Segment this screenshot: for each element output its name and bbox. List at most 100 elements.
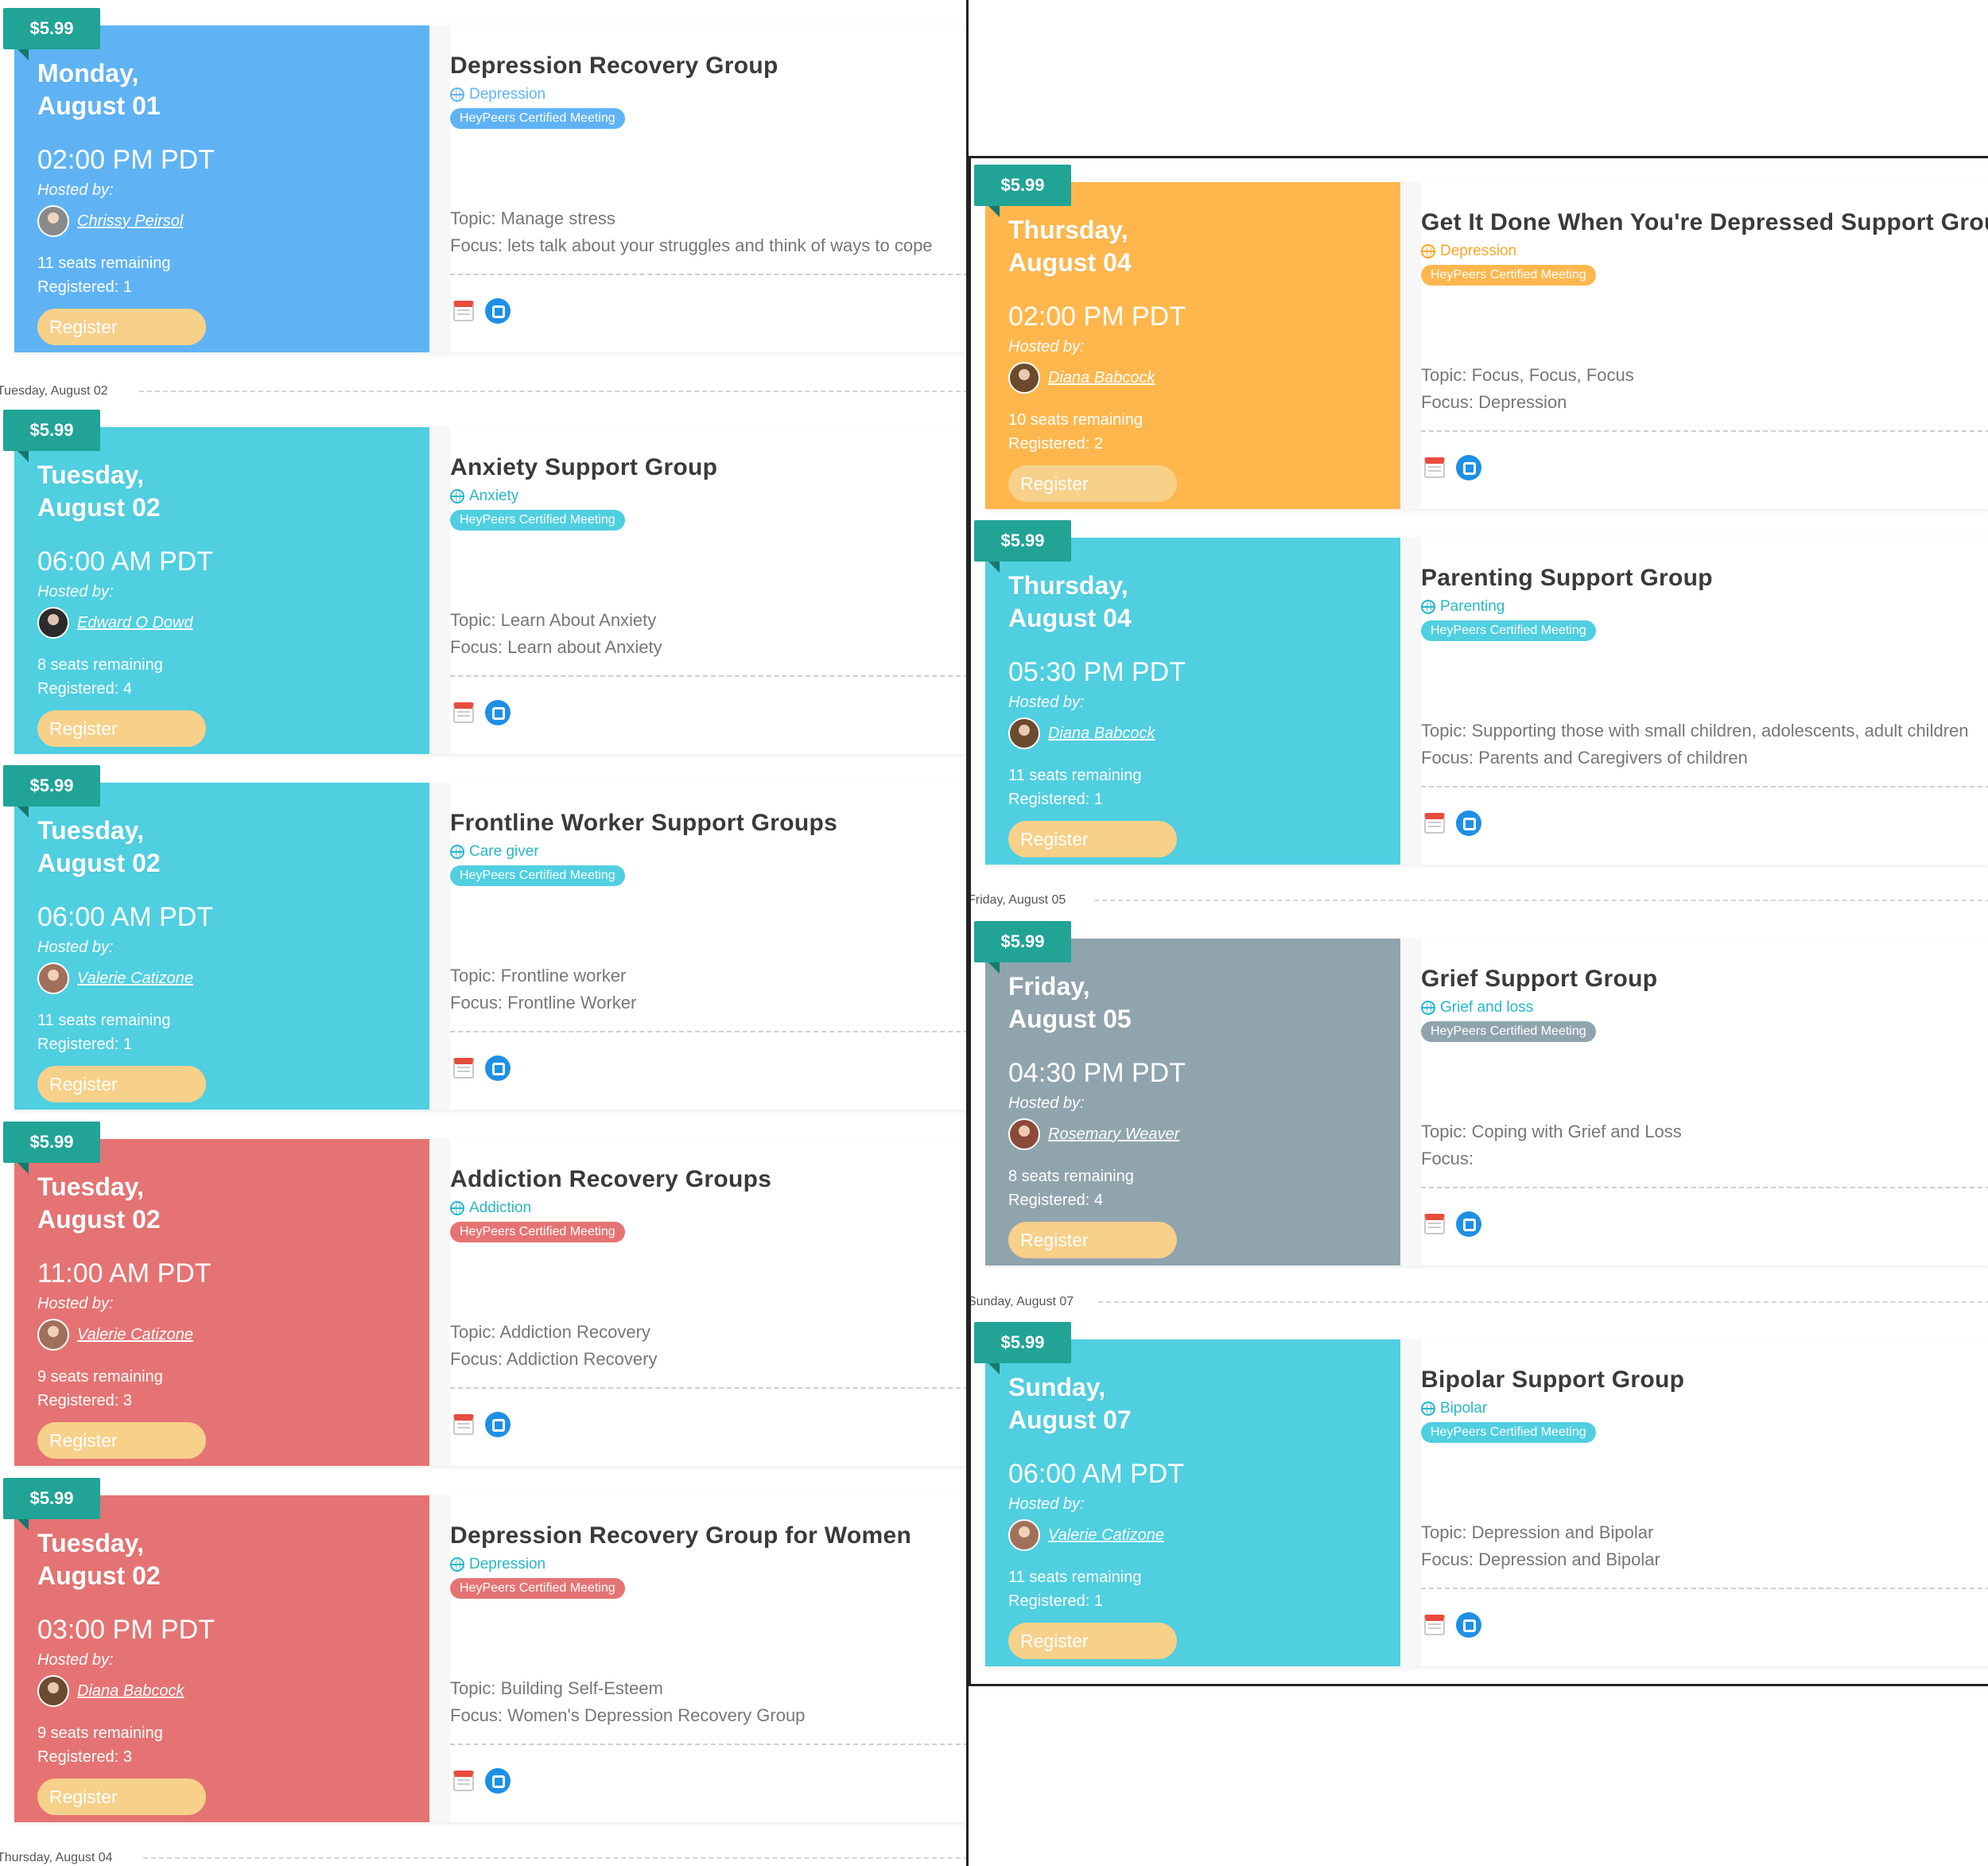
calendar-icon[interactable] xyxy=(1424,1615,1445,1635)
event-focus: Focus: Frontline Worker xyxy=(450,993,637,1013)
share-icon[interactable] xyxy=(1456,1211,1481,1237)
host-name-link[interactable]: Diana Babcock xyxy=(1048,724,1155,742)
registered-count: Registered: 1 xyxy=(37,1036,132,1053)
price-tag: $5.99 xyxy=(3,1122,100,1163)
globe-icon xyxy=(450,489,464,503)
register-button[interactable]: Register xyxy=(37,1779,206,1815)
registered-count: Registered: 3 xyxy=(37,1392,132,1409)
seats-remaining: 10 seats remaining xyxy=(1008,411,1143,429)
event-date-panel: Thursday, August 04 05:30 PM PDT Hosted b… xyxy=(985,538,1400,865)
hosted-by-label: Hosted by: xyxy=(1008,694,1085,711)
calendar-icon[interactable] xyxy=(453,301,474,321)
event-details: Bipolar Support Group Bipolar HeyPeers C… xyxy=(1421,1339,1988,1666)
seats-remaining: 8 seats remaining xyxy=(37,656,163,674)
calendar-icon[interactable] xyxy=(453,1058,474,1079)
event-focus: Focus: Parents and Caregivers of childre… xyxy=(1421,748,1748,768)
date-separator: Thursday, August 04 xyxy=(0,1844,966,1866)
share-icon[interactable] xyxy=(1456,1612,1481,1638)
event-date-panel: Tuesday, August 02 06:00 AM PDT Hosted by… xyxy=(14,427,429,754)
share-icon[interactable] xyxy=(485,1768,511,1794)
event-details: Get It Done When You're Depressed Suppor… xyxy=(1421,182,1988,509)
event-category: Bipolar xyxy=(1421,1400,1487,1417)
calendar-icon[interactable] xyxy=(453,1771,474,1791)
host-name-link[interactable]: Chrissy Peirsol xyxy=(77,212,184,230)
certified-badge: HeyPeers Certified Meeting xyxy=(450,1222,625,1242)
host-avatar xyxy=(1008,717,1040,749)
host-avatar xyxy=(1008,1118,1040,1150)
share-icon[interactable] xyxy=(485,1055,511,1081)
hosted-by-label: Hosted by: xyxy=(1008,338,1085,356)
host-name-link[interactable]: Diana Babcock xyxy=(1048,368,1155,387)
host-name-link[interactable]: Valerie Catizone xyxy=(77,969,194,987)
event-card: Tuesday, August 02 06:00 AM PDT Hosted by… xyxy=(0,410,966,754)
host-row: Valerie Catizone xyxy=(37,962,193,994)
event-title[interactable]: Addiction Recovery Groups xyxy=(450,1166,772,1192)
host-name-link[interactable]: Rosemary Weaver xyxy=(1048,1125,1180,1143)
event-title[interactable]: Depression Recovery Group for Women xyxy=(450,1522,912,1549)
event-details: Depression Recovery Group for Women Depr… xyxy=(450,1495,966,1822)
host-name-link[interactable]: Valerie Catizone xyxy=(1048,1526,1165,1544)
event-day: Sunday, August 07 xyxy=(1008,1373,1132,1434)
certified-badge: HeyPeers Certified Meeting xyxy=(1421,265,1596,286)
event-category: Grief and loss xyxy=(1421,999,1533,1017)
event-title[interactable]: Get It Done When You're Depressed Suppor… xyxy=(1421,209,1988,235)
seats-remaining: 11 seats remaining xyxy=(1008,767,1142,784)
registered-count: Registered: 4 xyxy=(37,680,132,698)
share-icon[interactable] xyxy=(1456,811,1481,836)
certified-badge: HeyPeers Certified Meeting xyxy=(450,510,625,531)
register-button[interactable]: Register xyxy=(1008,821,1177,857)
event-title[interactable]: Anxiety Support Group xyxy=(450,454,718,480)
register-button[interactable]: Register xyxy=(37,710,206,747)
share-icon[interactable] xyxy=(485,1412,511,1437)
event-title[interactable]: Bipolar Support Group xyxy=(1421,1366,1685,1393)
event-category: Parenting xyxy=(1421,598,1505,616)
register-button[interactable]: Register xyxy=(1008,1222,1177,1258)
register-button[interactable]: Register xyxy=(37,309,206,345)
register-button[interactable]: Register xyxy=(1008,1623,1177,1659)
calendar-icon[interactable] xyxy=(1424,457,1445,478)
host-name-link[interactable]: Valerie Catizone xyxy=(77,1325,194,1343)
host-name-link[interactable]: Edward O Dowd xyxy=(77,613,193,632)
register-button[interactable]: Register xyxy=(37,1066,206,1102)
event-time: 06:00 AM PDT xyxy=(1008,1459,1185,1489)
seats-remaining: 11 seats remaining xyxy=(1008,1569,1142,1586)
event-category: Anxiety xyxy=(450,488,518,505)
calendar-icon[interactable] xyxy=(453,1414,474,1435)
host-name-link[interactable]: Diana Babcock xyxy=(77,1681,184,1700)
event-title[interactable]: Depression Recovery Group xyxy=(450,52,779,79)
share-icon[interactable] xyxy=(1456,455,1481,480)
host-avatar xyxy=(37,962,69,994)
hosted-by-label: Hosted by: xyxy=(37,181,114,199)
event-card: Thursday, August 04 02:00 PM PDT Hosted b… xyxy=(971,165,1988,509)
hosted-by-label: Hosted by: xyxy=(1008,1495,1085,1513)
event-card: Friday, August 05 04:30 PM PDT Hosted by:… xyxy=(971,921,1988,1265)
event-title[interactable]: Parenting Support Group xyxy=(1421,565,1713,591)
event-focus: Focus: lets talk about your struggles an… xyxy=(450,235,933,255)
event-title[interactable]: Grief Support Group xyxy=(1421,966,1658,992)
event-day: Tuesday, August 02 xyxy=(37,816,161,877)
host-avatar xyxy=(37,205,69,237)
calendar-icon[interactable] xyxy=(453,702,474,723)
divider xyxy=(450,274,966,275)
certified-badge: HeyPeers Certified Meeting xyxy=(450,108,625,129)
date-separator: Sunday, August 07 xyxy=(971,1288,1988,1316)
event-title[interactable]: Frontline Worker Support Groups xyxy=(450,810,838,836)
calendar-icon[interactable] xyxy=(1424,1214,1445,1234)
event-card: Monday, August 01 02:00 PM PDT Hosted by:… xyxy=(0,8,966,352)
host-row: Diana Babcock xyxy=(1008,717,1155,749)
event-topic: Topic: Supporting those with small child… xyxy=(1421,721,1969,741)
left-event-panel: Monday, August 01 02:00 PM PDT Hosted by:… xyxy=(0,0,969,1866)
event-time: 06:00 AM PDT xyxy=(37,546,214,577)
register-button[interactable]: Register xyxy=(1008,465,1177,502)
date-separator: Tuesday, August 02 xyxy=(0,377,966,406)
calendar-icon[interactable] xyxy=(1424,813,1445,834)
certified-badge: HeyPeers Certified Meeting xyxy=(450,865,625,886)
share-icon[interactable] xyxy=(485,298,511,324)
share-icon[interactable] xyxy=(485,700,511,725)
registered-count: Registered: 3 xyxy=(37,1748,132,1766)
register-button[interactable]: Register xyxy=(37,1422,206,1459)
seats-remaining: 8 seats remaining xyxy=(1008,1168,1134,1185)
globe-icon xyxy=(450,1201,464,1215)
event-details: Frontline Worker Support Groups Care giv… xyxy=(450,783,966,1110)
event-details: Grief Support Group Grief and loss HeyPe… xyxy=(1421,939,1988,1265)
